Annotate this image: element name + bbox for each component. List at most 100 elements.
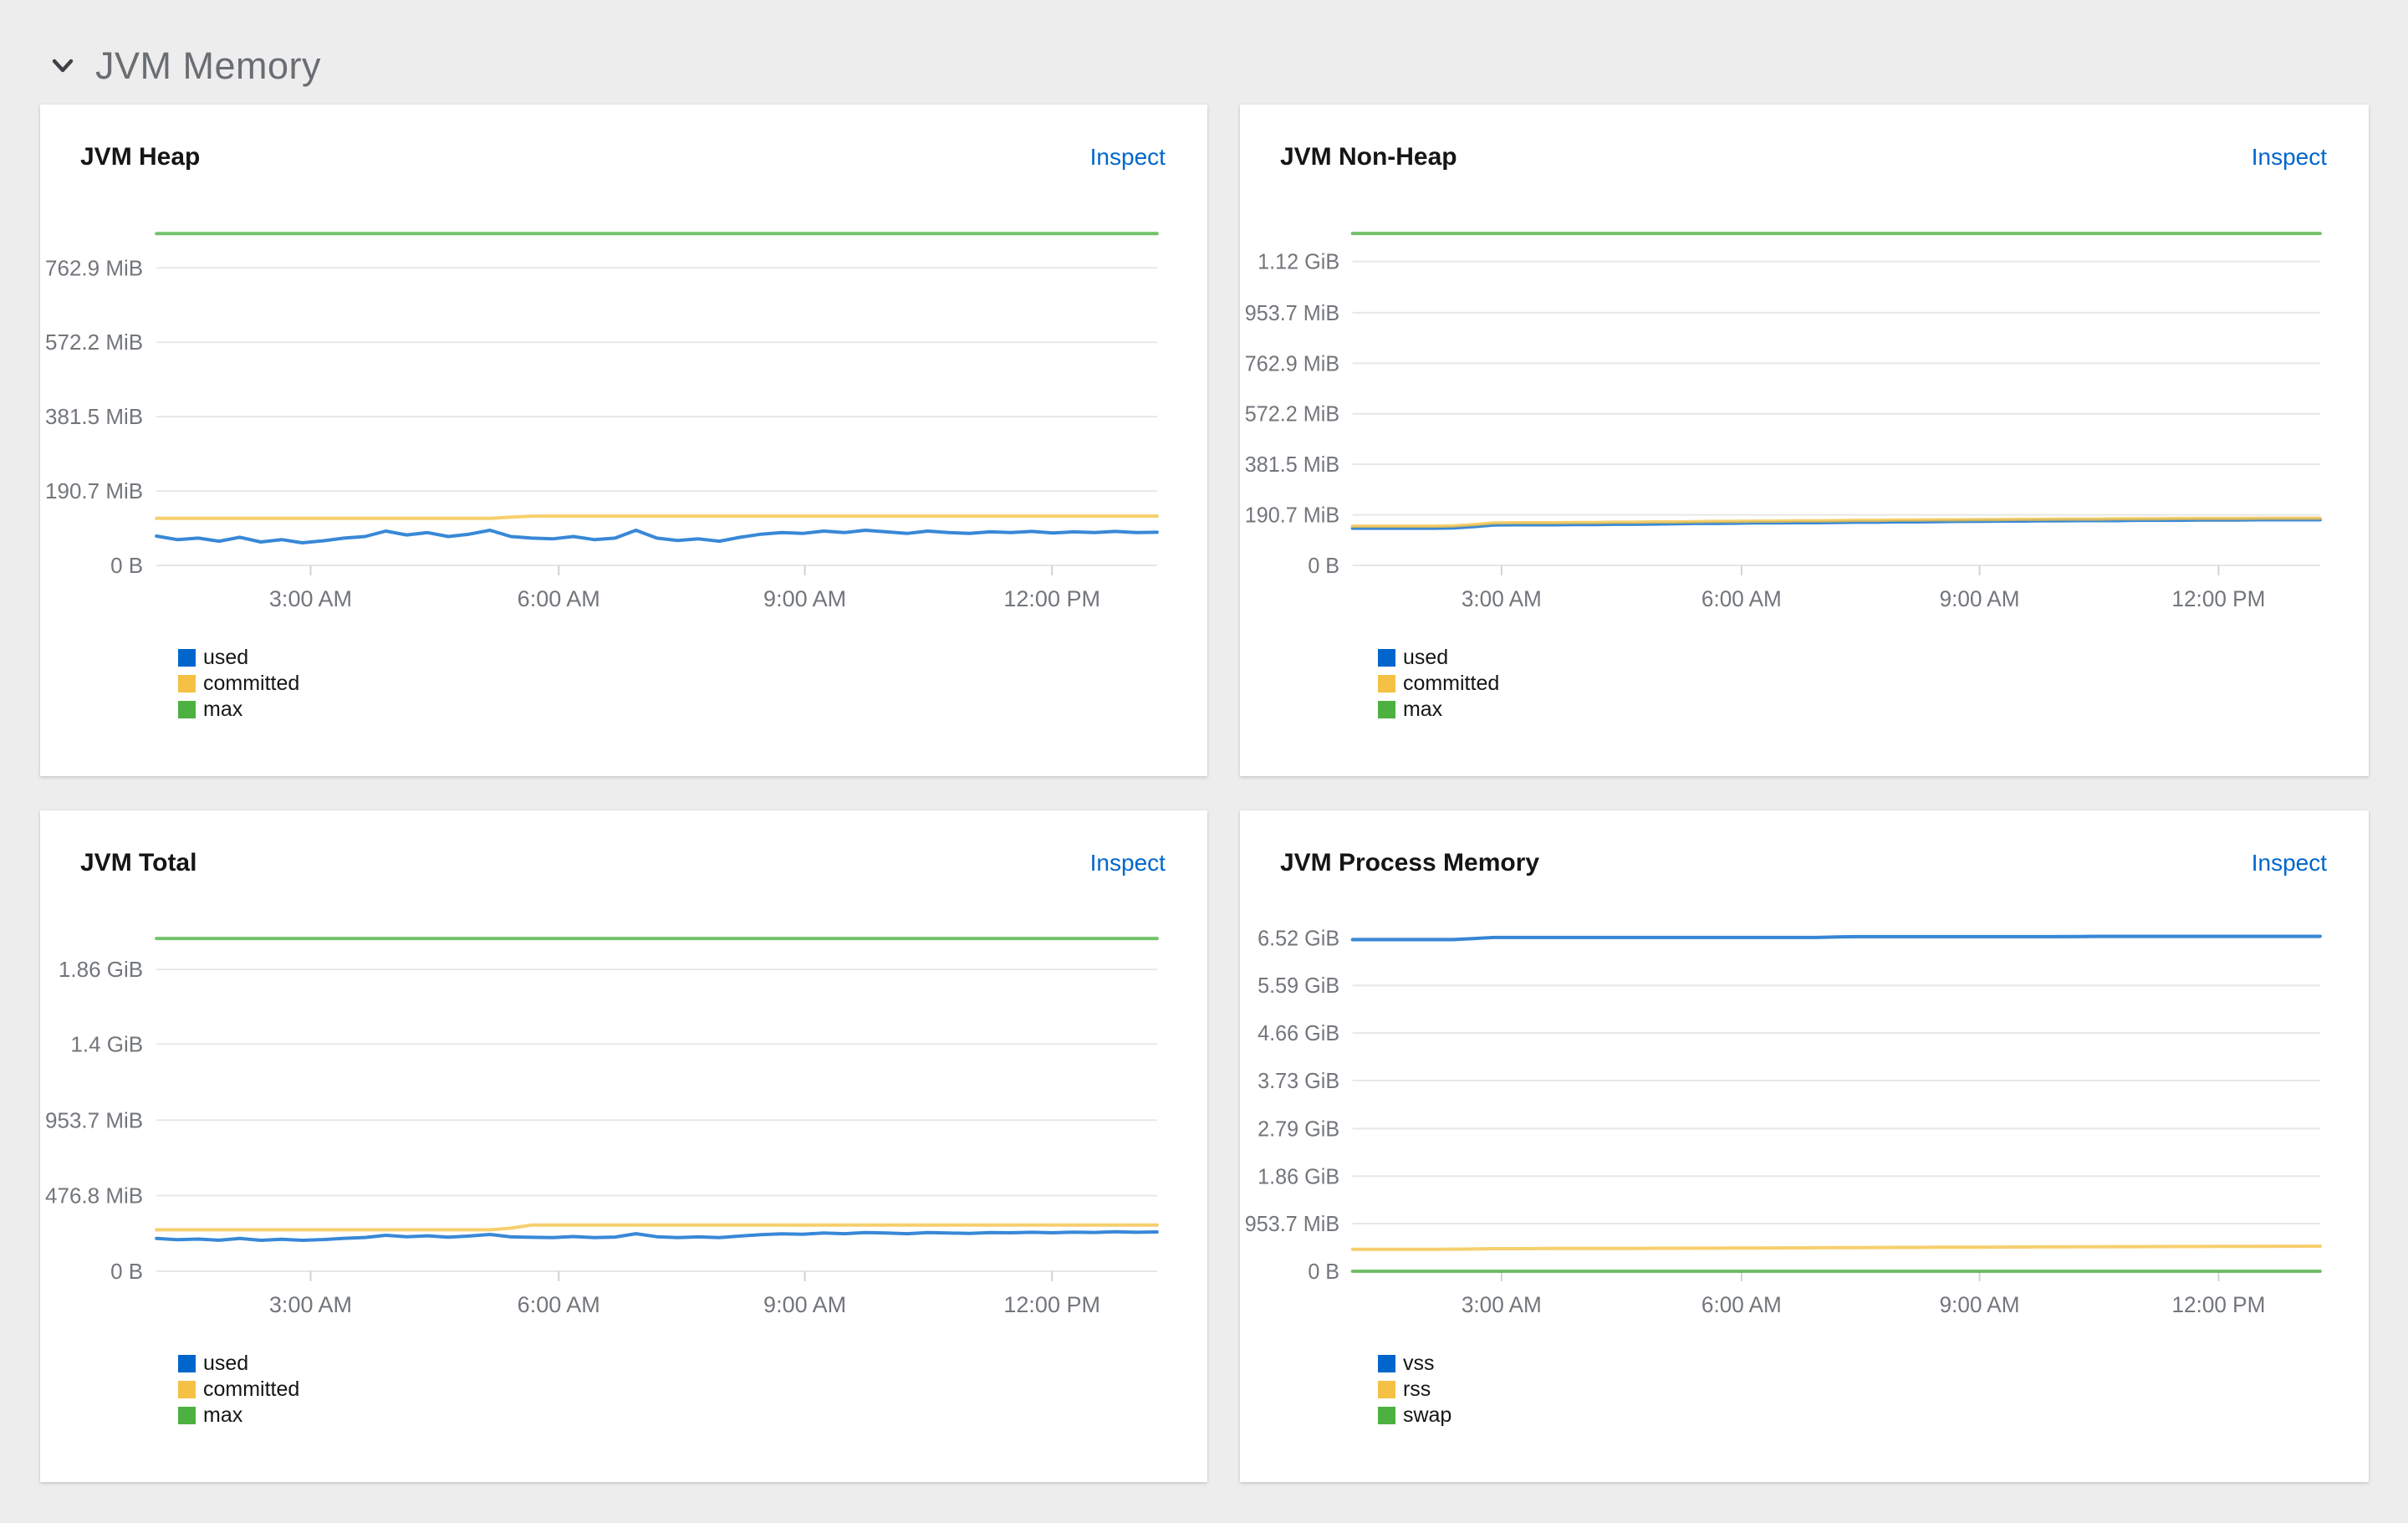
legend-label: committed xyxy=(1402,672,1500,695)
svg-text:6:00 AM: 6:00 AM xyxy=(1701,586,1782,611)
svg-text:190.7 MiB: 190.7 MiB xyxy=(45,478,143,503)
svg-text:762.9 MiB: 762.9 MiB xyxy=(45,255,143,280)
legend-label: committed xyxy=(203,1377,300,1401)
chart-legend: used committed max xyxy=(178,645,1207,723)
svg-text:6:00 AM: 6:00 AM xyxy=(518,1292,600,1317)
panel-header: JVM Process Memory Inspect xyxy=(1240,810,2369,882)
legend-swatch-icon xyxy=(1377,701,1395,718)
legend-label: vss xyxy=(1402,1352,1435,1375)
svg-text:4.66 GiB: 4.66 GiB xyxy=(1258,1022,1339,1045)
panel-jvm-total: JVM Total Inspect 0 B 476.8 MiB 953.7 MiB 1… xyxy=(40,810,1207,1482)
legend-item-max[interactable]: max xyxy=(1377,697,2369,723)
svg-text:476.8 MiB: 476.8 MiB xyxy=(45,1183,143,1209)
panel-title: JVM Non-Heap xyxy=(1279,143,1457,171)
legend-swatch-icon xyxy=(178,1355,196,1372)
svg-text:12:00 PM: 12:00 PM xyxy=(1003,1292,1100,1317)
legend-item-committed[interactable]: committed xyxy=(1377,671,2369,697)
chart-legend: used committed max xyxy=(178,1351,1207,1428)
svg-text:190.7 MiB: 190.7 MiB xyxy=(1245,503,1339,527)
svg-text:1.86 GiB: 1.86 GiB xyxy=(1258,1165,1339,1188)
line-chart: 0 B 476.8 MiB 953.7 MiB 1.4 GiB 1.86 GiB 3:00… xyxy=(40,906,1207,1341)
legend-label: max xyxy=(203,1403,243,1427)
svg-text:0 B: 0 B xyxy=(110,1259,143,1284)
chevron-down-icon xyxy=(48,52,77,80)
chart-legend: used committed max xyxy=(1377,645,2369,723)
legend-swatch-icon xyxy=(178,649,196,667)
svg-text:6:00 AM: 6:00 AM xyxy=(1701,1292,1782,1317)
svg-text:9:00 AM: 9:00 AM xyxy=(763,1292,846,1317)
svg-text:953.7 MiB: 953.7 MiB xyxy=(45,1107,143,1132)
panel-title: JVM Heap xyxy=(80,143,201,171)
svg-text:1.4 GiB: 1.4 GiB xyxy=(70,1031,143,1056)
inspect-link[interactable]: Inspect xyxy=(2251,850,2327,876)
panel-header: JVM Total Inspect xyxy=(40,810,1207,882)
svg-text:953.7 MiB: 953.7 MiB xyxy=(1245,302,1339,325)
svg-text:953.7 MiB: 953.7 MiB xyxy=(1245,1213,1339,1236)
legend-swatch-icon xyxy=(178,1381,196,1398)
svg-text:381.5 MiB: 381.5 MiB xyxy=(45,404,143,429)
inspect-link[interactable]: Inspect xyxy=(1089,144,1166,170)
legend-swatch-icon xyxy=(1377,1407,1395,1424)
svg-text:2.79 GiB: 2.79 GiB xyxy=(1258,1117,1339,1141)
legend-swatch-icon xyxy=(1377,649,1395,667)
panel-jvm-non-heap: JVM Non-Heap Inspect 0 B 190.7 MiB 381.5 M… xyxy=(1239,105,2369,776)
inspect-link[interactable]: Inspect xyxy=(1089,850,1166,876)
svg-text:0 B: 0 B xyxy=(1308,555,1339,578)
legend-item-committed[interactable]: committed xyxy=(178,1377,1207,1403)
panel-jvm-heap: JVM Heap Inspect 0 B 190.7 MiB 381.5 MiB 57… xyxy=(40,105,1207,776)
svg-text:6.52 GiB: 6.52 GiB xyxy=(1258,927,1339,950)
legend-swatch-icon xyxy=(1377,675,1395,693)
legend-item-vss[interactable]: vss xyxy=(1377,1351,2369,1377)
svg-text:12:00 PM: 12:00 PM xyxy=(1003,586,1100,611)
legend-item-used[interactable]: used xyxy=(1377,645,2369,671)
svg-text:9:00 AM: 9:00 AM xyxy=(763,586,846,611)
legend-label: used xyxy=(203,646,249,669)
legend-label: max xyxy=(1402,698,1443,721)
svg-text:12:00 PM: 12:00 PM xyxy=(2171,1292,2265,1317)
legend-item-swap[interactable]: swap xyxy=(1377,1403,2369,1428)
svg-text:6:00 AM: 6:00 AM xyxy=(518,586,600,611)
legend-label: max xyxy=(203,698,243,721)
svg-text:1.86 GiB: 1.86 GiB xyxy=(59,957,143,982)
svg-text:572.2 MiB: 572.2 MiB xyxy=(45,330,143,355)
line-chart: 0 B 953.7 MiB 1.86 GiB 2.79 GiB 3.73 GiB 4.66… xyxy=(1240,906,2369,1341)
legend-label: used xyxy=(203,1352,249,1375)
svg-text:0 B: 0 B xyxy=(110,553,143,578)
legend-item-rss[interactable]: rss xyxy=(1377,1377,2369,1403)
svg-text:9:00 AM: 9:00 AM xyxy=(1940,586,2020,611)
panel-header: JVM Non-Heap Inspect xyxy=(1240,105,2369,176)
dashboard-grid: JVM Heap Inspect 0 B 190.7 MiB 381.5 MiB 57… xyxy=(40,105,2369,1482)
panel-title: JVM Total xyxy=(80,849,197,876)
line-chart: 0 B 190.7 MiB 381.5 MiB 572.2 MiB 762.9 MiB 9… xyxy=(1240,200,2369,635)
svg-text:3:00 AM: 3:00 AM xyxy=(1462,1292,1542,1317)
legend-label: committed xyxy=(203,672,300,695)
svg-text:3:00 AM: 3:00 AM xyxy=(269,1292,352,1317)
svg-text:9:00 AM: 9:00 AM xyxy=(1940,1292,2020,1317)
legend-swatch-icon xyxy=(1377,1355,1395,1372)
svg-text:12:00 PM: 12:00 PM xyxy=(2171,586,2265,611)
svg-text:572.2 MiB: 572.2 MiB xyxy=(1245,402,1339,426)
section-toggle-jvm-memory[interactable]: JVM Memory xyxy=(0,0,2408,92)
svg-text:3.73 GiB: 3.73 GiB xyxy=(1258,1070,1339,1093)
legend-item-committed[interactable]: committed xyxy=(178,671,1207,697)
inspect-link[interactable]: Inspect xyxy=(2251,144,2327,170)
legend-label: swap xyxy=(1402,1403,1452,1427)
legend-item-used[interactable]: used xyxy=(178,1351,1207,1377)
panel-jvm-process-memory: JVM Process Memory Inspect 0 B 953.7 MiB 1… xyxy=(1239,810,2369,1482)
svg-text:381.5 MiB: 381.5 MiB xyxy=(1245,453,1339,477)
legend-item-max[interactable]: max xyxy=(178,1403,1207,1428)
svg-text:0 B: 0 B xyxy=(1308,1260,1339,1284)
svg-text:3:00 AM: 3:00 AM xyxy=(1462,586,1542,611)
legend-swatch-icon xyxy=(178,675,196,693)
chart-legend: vss rss swap xyxy=(1377,1351,2369,1428)
line-chart: 0 B 190.7 MiB 381.5 MiB 572.2 MiB 762.9 MiB 3… xyxy=(40,200,1207,635)
legend-label: rss xyxy=(1402,1377,1431,1401)
legend-swatch-icon xyxy=(1377,1381,1395,1398)
svg-text:762.9 MiB: 762.9 MiB xyxy=(1245,352,1339,376)
panel-title: JVM Process Memory xyxy=(1279,849,1540,876)
section-title: JVM Memory xyxy=(95,44,322,87)
legend-swatch-icon xyxy=(178,701,196,718)
legend-item-used[interactable]: used xyxy=(178,645,1207,671)
legend-item-max[interactable]: max xyxy=(178,697,1207,723)
